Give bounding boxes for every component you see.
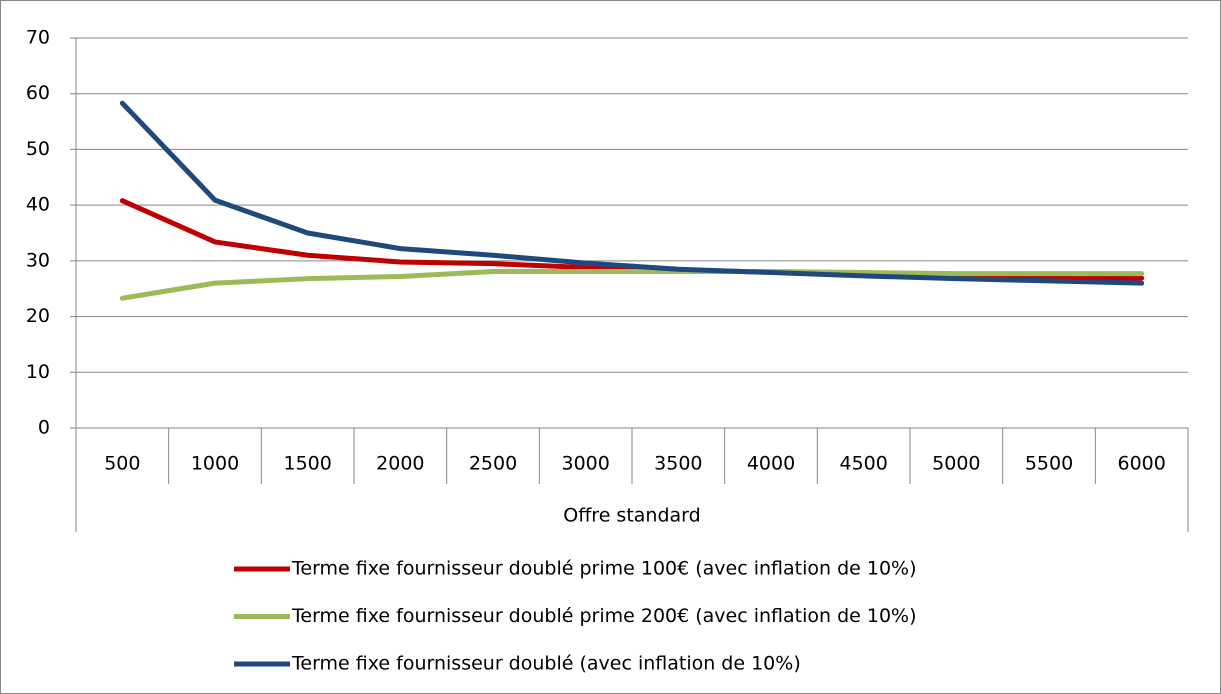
y-tick-label: 40 [26,194,50,216]
legend-label: Terme fixe fournisseur doublé prime 100€… [291,558,917,580]
x-tick-label: 6000 [1117,453,1165,475]
y-tick-label: 20 [26,305,50,327]
x-tick-label: 5500 [1025,453,1073,475]
x-tick-label: 3500 [654,453,702,475]
y-tick-label: 10 [26,361,50,383]
x-tick-label: 2000 [376,453,424,475]
series-line [119,100,1145,286]
x-tick-label: 1000 [191,453,239,475]
x-tick-label: 4000 [747,453,795,475]
y-tick-label: 30 [26,249,50,271]
x-tick-label: 500 [104,453,140,475]
x-tick-label: 3000 [561,453,609,475]
x-group-label: Offre standard [563,505,700,527]
y-tick-label: 70 [26,27,50,49]
legend-label: Terme fixe fournisseur doublé (avec infl… [291,653,801,675]
x-tick-label: 4500 [839,453,887,475]
x-tick-label: 1500 [283,453,331,475]
y-tick-label: 0 [38,417,50,439]
series-line [119,268,1145,301]
x-tick-label: 2500 [469,453,517,475]
y-tick-label: 60 [26,82,50,104]
legend-label: Terme fixe fournisseur doublé prime 200€… [291,605,917,627]
x-tick-label: 5000 [932,453,980,475]
y-tick-label: 50 [26,138,50,160]
